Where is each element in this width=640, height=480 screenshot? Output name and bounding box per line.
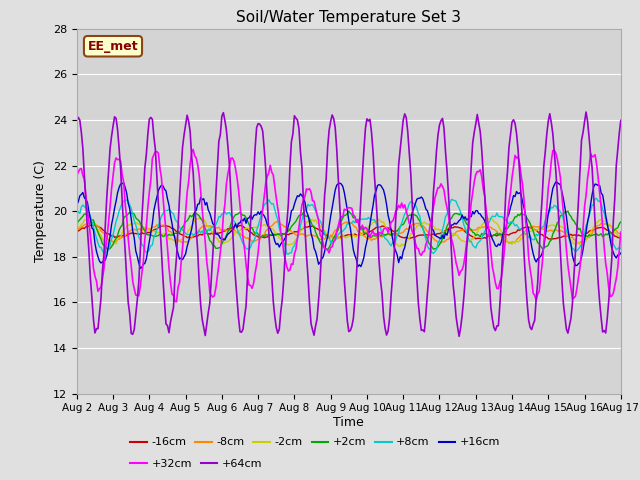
Line: +64cm: +64cm [77, 112, 621, 336]
-2cm [174, 238, 182, 244]
-16cm [554, 235, 561, 241]
-8cm [274, 218, 282, 224]
+32cm [88, 247, 96, 253]
-16cm [73, 228, 81, 234]
-2cm [617, 234, 625, 240]
-8cm [384, 231, 392, 237]
-16cm [384, 225, 392, 231]
+16cm [617, 250, 625, 256]
Title: Soil/Water Temperature Set 3: Soil/Water Temperature Set 3 [236, 10, 461, 25]
+16cm [176, 256, 184, 262]
+16cm [88, 225, 96, 231]
+32cm [554, 156, 561, 162]
-16cm [403, 234, 410, 240]
-2cm [197, 215, 205, 220]
+2cm [88, 217, 96, 223]
Line: -2cm: -2cm [77, 217, 621, 247]
-8cm [507, 240, 515, 246]
+64cm [73, 118, 81, 124]
+8cm [174, 219, 182, 225]
-2cm [416, 222, 424, 228]
X-axis label: Time: Time [333, 416, 364, 429]
+16cm [403, 237, 410, 242]
+16cm [73, 202, 81, 207]
+2cm [617, 219, 625, 225]
-2cm [384, 227, 392, 233]
Legend: +32cm, +64cm: +32cm, +64cm [126, 455, 267, 474]
+8cm [88, 218, 96, 224]
+32cm [386, 225, 394, 231]
-8cm [415, 220, 422, 226]
+8cm [591, 195, 599, 201]
Y-axis label: Temperature (C): Temperature (C) [35, 160, 47, 262]
-16cm [88, 222, 96, 228]
+32cm [176, 280, 184, 286]
Line: +2cm: +2cm [77, 211, 621, 250]
-2cm [73, 226, 81, 231]
+2cm [415, 216, 422, 222]
+64cm [413, 275, 420, 281]
+2cm [552, 225, 559, 230]
+16cm [554, 180, 561, 186]
-8cm [88, 220, 96, 226]
-2cm [396, 244, 404, 250]
-16cm [547, 236, 555, 242]
+8cm [283, 251, 291, 257]
+2cm [403, 216, 410, 222]
+2cm [564, 208, 572, 214]
-2cm [404, 237, 412, 242]
+2cm [324, 247, 332, 252]
-16cm [90, 222, 97, 228]
+8cm [552, 203, 559, 209]
+16cm [384, 213, 392, 218]
+32cm [617, 229, 625, 235]
+64cm [552, 168, 559, 174]
-2cm [88, 219, 96, 225]
+32cm [189, 146, 197, 152]
+64cm [174, 224, 182, 229]
-8cm [73, 228, 81, 233]
+64cm [88, 295, 96, 301]
Line: +32cm: +32cm [77, 149, 621, 302]
Line: +16cm: +16cm [77, 182, 621, 268]
+64cm [401, 111, 408, 117]
+32cm [404, 214, 412, 220]
-2cm [554, 221, 561, 227]
-8cm [174, 237, 182, 243]
-16cm [176, 231, 184, 237]
-16cm [617, 235, 625, 241]
-8cm [403, 226, 410, 231]
Line: +8cm: +8cm [77, 198, 621, 254]
+2cm [384, 230, 392, 236]
-16cm [415, 233, 422, 239]
+8cm [384, 239, 392, 244]
Text: EE_met: EE_met [88, 40, 138, 53]
+8cm [403, 209, 410, 215]
+64cm [455, 334, 463, 339]
+8cm [415, 211, 422, 216]
+16cm [136, 265, 144, 271]
Line: -8cm: -8cm [77, 221, 621, 243]
+8cm [617, 245, 625, 251]
Line: -16cm: -16cm [77, 225, 621, 239]
+64cm [383, 332, 390, 338]
+2cm [174, 229, 182, 235]
+8cm [73, 212, 81, 218]
+16cm [552, 179, 559, 185]
+32cm [73, 173, 81, 179]
-8cm [617, 231, 625, 237]
+64cm [617, 118, 625, 123]
+16cm [415, 195, 422, 201]
+32cm [416, 251, 424, 257]
+32cm [173, 299, 180, 305]
+2cm [73, 221, 81, 227]
+64cm [582, 109, 590, 115]
-8cm [554, 228, 561, 233]
